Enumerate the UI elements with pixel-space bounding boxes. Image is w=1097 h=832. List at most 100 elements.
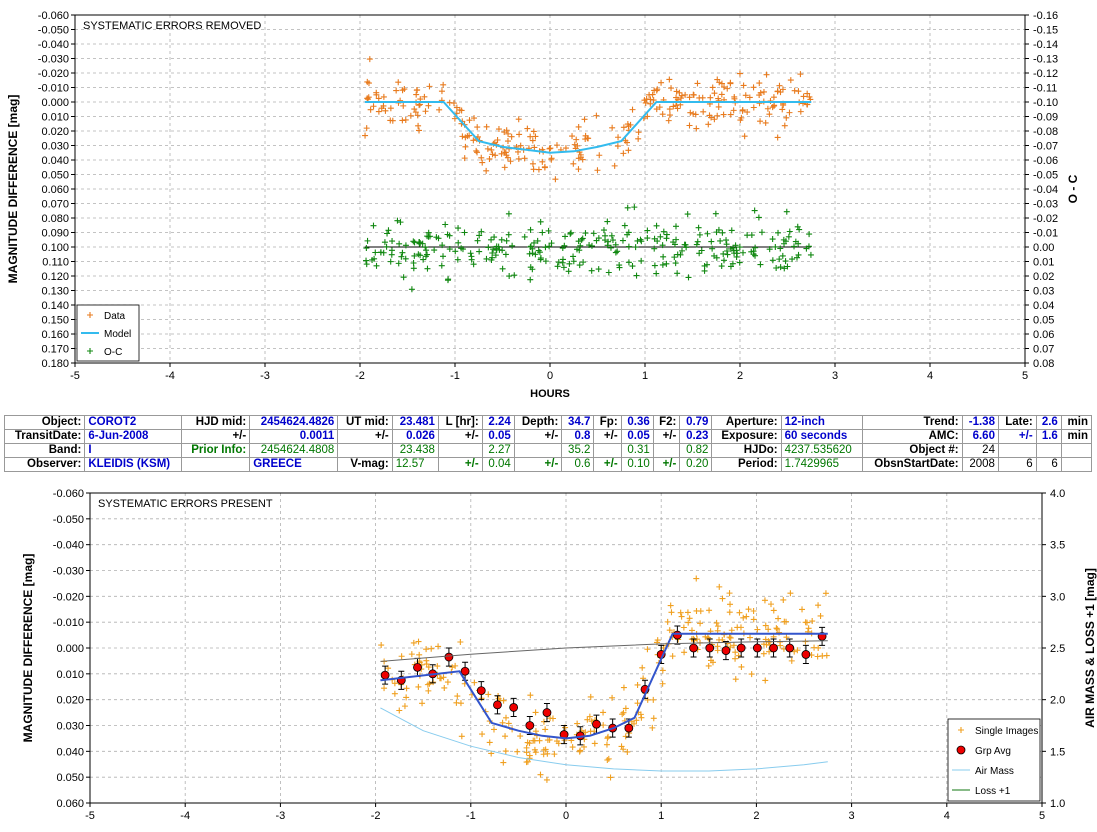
data-point — [408, 286, 415, 293]
x-tick-label: -5 — [85, 810, 95, 822]
info-cell: -1.38 — [961, 415, 999, 430]
data-point — [766, 648, 773, 655]
data-point — [573, 136, 580, 143]
data-point — [452, 662, 459, 669]
group-average-point — [785, 643, 795, 653]
series-o-c — [363, 204, 814, 293]
data-point — [797, 71, 804, 78]
info-cell: 34.7 — [561, 415, 595, 430]
legend-label: Single Images — [975, 726, 1038, 737]
data-point — [783, 114, 790, 121]
data-point — [776, 639, 783, 646]
data-point — [401, 703, 408, 710]
data-point — [546, 243, 553, 250]
data-point — [716, 583, 723, 590]
data-point — [736, 609, 743, 616]
data-point — [530, 128, 537, 135]
data-point — [714, 76, 721, 83]
data-point — [750, 616, 757, 623]
data-point — [651, 245, 658, 252]
data-point — [542, 258, 549, 265]
data-point — [426, 680, 433, 687]
data-point — [501, 164, 508, 171]
x-axis-label: HOURS — [530, 388, 570, 400]
data-point — [776, 256, 783, 263]
data-point — [732, 676, 739, 683]
data-point — [410, 265, 417, 272]
data-point — [504, 138, 511, 145]
data-point — [718, 91, 725, 98]
data-point — [531, 239, 538, 246]
data-point — [615, 134, 622, 141]
data-point — [634, 700, 641, 707]
data-point — [402, 255, 409, 262]
data-point — [721, 84, 728, 91]
y-tick-label: -0.060 — [38, 10, 69, 22]
data-point — [670, 103, 677, 110]
data-point — [604, 218, 611, 225]
group-average-point — [542, 708, 552, 717]
data-point — [483, 167, 490, 174]
data-point — [768, 601, 775, 608]
data-point — [730, 642, 737, 649]
data-point — [527, 243, 534, 250]
data-point — [673, 236, 680, 243]
data-point — [542, 726, 549, 733]
data-point — [581, 116, 588, 123]
data-point — [718, 80, 725, 87]
data-point — [775, 615, 782, 622]
data-point — [562, 233, 569, 240]
data-point — [642, 99, 649, 106]
info-cell: 2.27 — [481, 443, 515, 458]
data-point — [461, 155, 468, 162]
info-cell: +/- — [593, 457, 622, 472]
data-point — [608, 232, 615, 239]
info-cell: +/- — [437, 429, 483, 444]
data-point — [624, 748, 631, 755]
info-cell: 6.60 — [961, 429, 999, 444]
data-point — [757, 118, 764, 125]
data-point — [470, 261, 477, 268]
x-tick-label: 3 — [849, 810, 855, 822]
data-point — [752, 244, 759, 251]
data-point — [783, 618, 790, 625]
data-point — [680, 624, 687, 631]
data-point — [614, 143, 621, 150]
data-point — [426, 83, 433, 90]
data-point — [809, 618, 816, 625]
x-tick-label: 0 — [563, 810, 569, 822]
data-point — [739, 107, 746, 114]
data-point — [370, 222, 377, 229]
y-tick-label: 0.150 — [41, 315, 69, 327]
data-point — [760, 88, 767, 95]
data-point — [693, 241, 700, 248]
info-cell: GREECE — [249, 457, 339, 472]
y2-tick-label: 0.05 — [1033, 315, 1054, 327]
data-point — [769, 104, 776, 111]
data-point — [514, 748, 521, 755]
data-point — [671, 254, 678, 261]
data-point — [723, 241, 730, 248]
data-point — [452, 248, 459, 255]
data-point — [425, 233, 432, 240]
data-point — [736, 70, 743, 77]
data-point — [603, 741, 610, 748]
data-point — [479, 159, 486, 166]
data-point — [709, 245, 716, 252]
data-point — [529, 137, 536, 144]
y2-tick-label: -0.01 — [1033, 228, 1058, 240]
group-average-point — [689, 643, 698, 653]
data-point — [442, 221, 449, 228]
info-cell: 0.8 — [561, 429, 595, 444]
y-tick-label: 0.080 — [41, 213, 69, 225]
data-point — [378, 105, 385, 112]
data-point — [478, 228, 485, 235]
data-point — [574, 720, 581, 727]
info-cell: Exposure: — [711, 429, 782, 444]
data-point — [555, 259, 562, 266]
group-average-point — [460, 666, 470, 676]
y-tick-label: 0.010 — [56, 669, 84, 681]
data-point — [458, 733, 465, 740]
x-tick-label: -3 — [260, 370, 270, 382]
data-point — [685, 619, 692, 626]
